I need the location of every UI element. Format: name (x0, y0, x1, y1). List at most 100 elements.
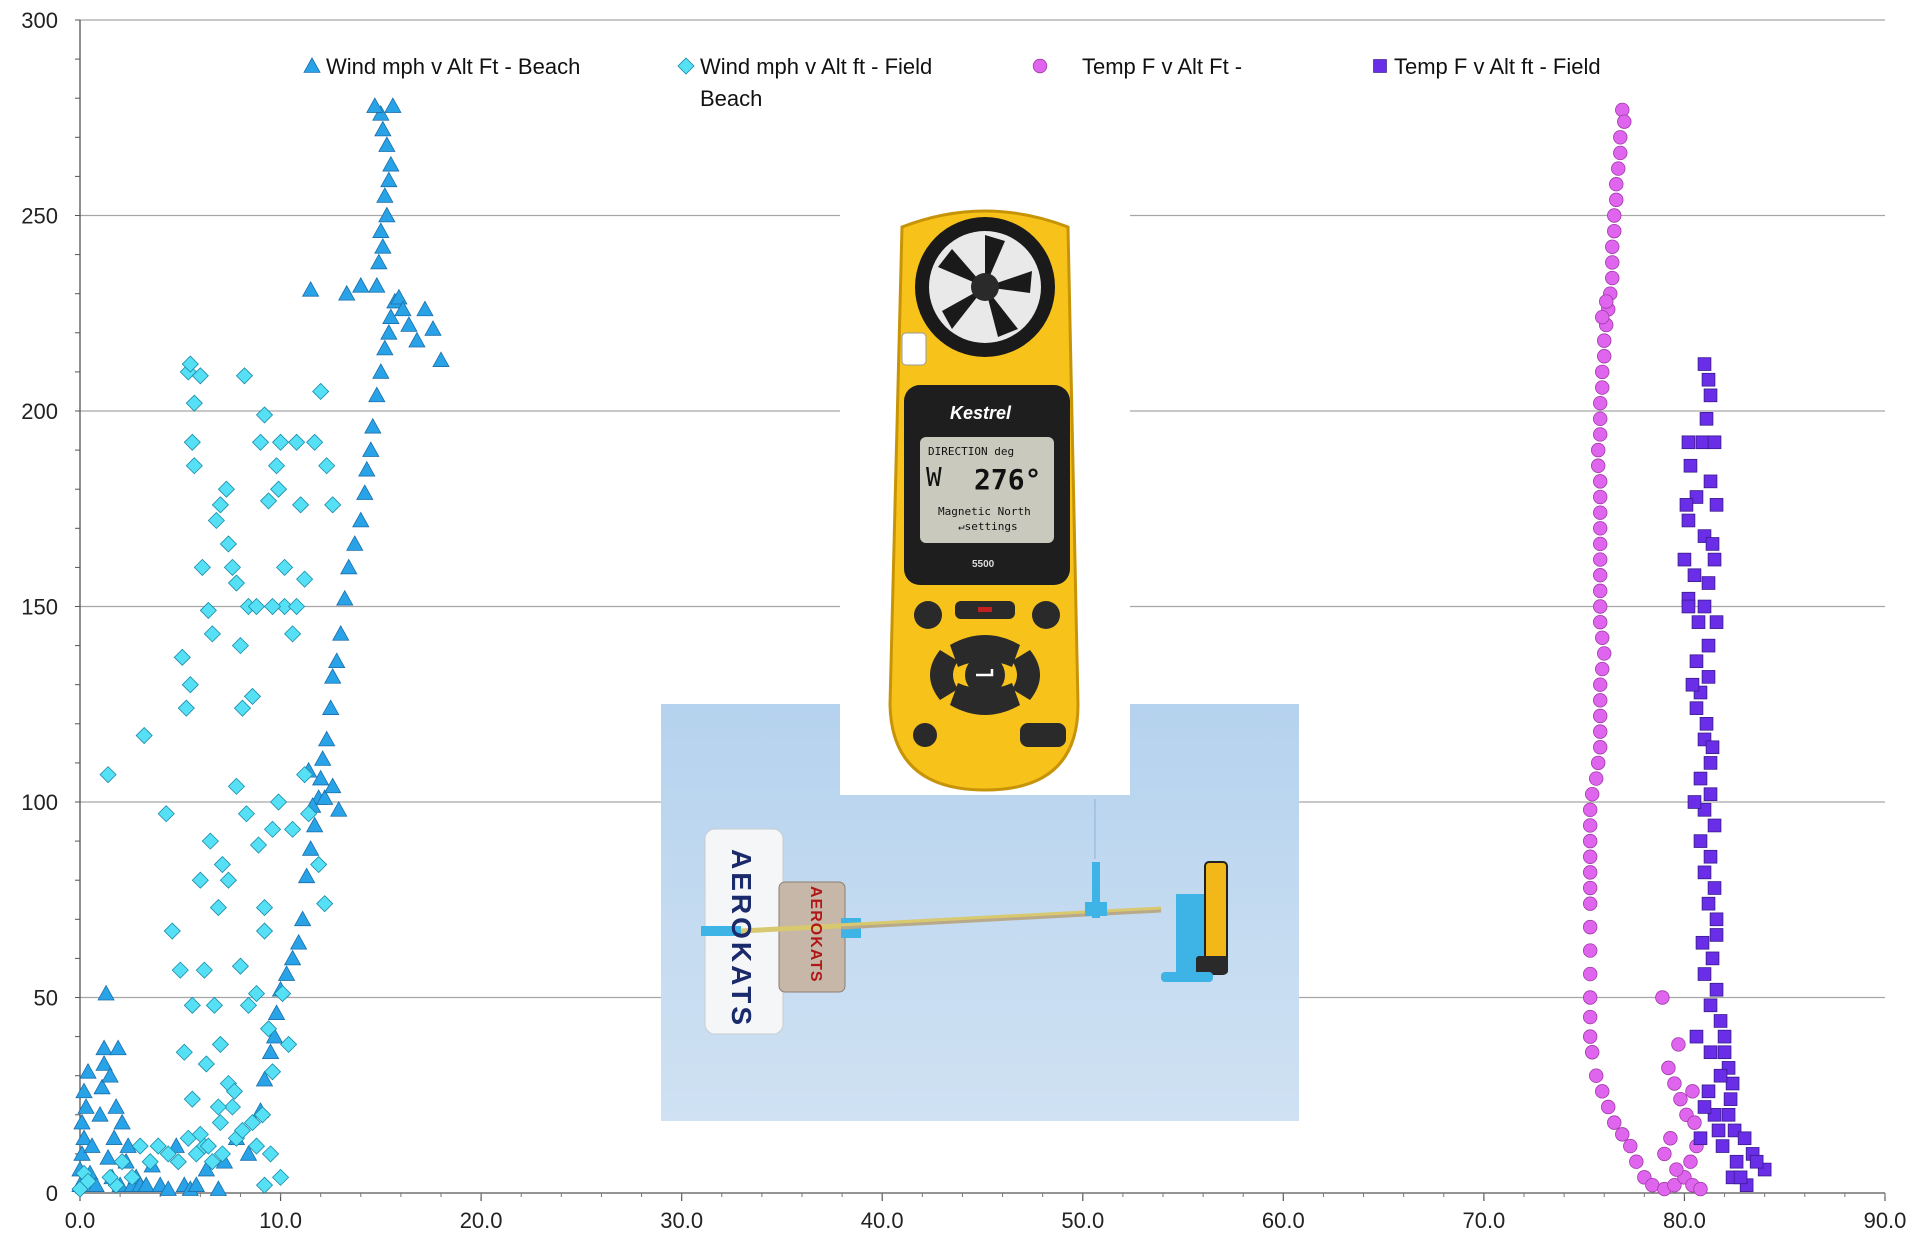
data-point (1705, 951, 1720, 966)
data-point (83, 1137, 101, 1153)
data-point (306, 433, 324, 451)
data-point (1689, 1029, 1704, 1044)
data-point (1582, 1009, 1598, 1025)
data-point (1615, 1127, 1630, 1142)
data-point (105, 1129, 123, 1146)
data-point (255, 1070, 274, 1087)
data-point (1593, 708, 1608, 724)
data-point (1713, 1068, 1728, 1083)
data-point (328, 652, 346, 669)
data-point (1701, 372, 1716, 387)
data-point (233, 699, 252, 717)
data-point (1582, 990, 1598, 1005)
kite-rig-illustration (701, 799, 1228, 1035)
data-point (195, 961, 213, 979)
meter-screen-line4: ↵settings (958, 520, 1018, 533)
data-point (1617, 114, 1632, 129)
data-point (336, 589, 354, 606)
data-point (1733, 1170, 1748, 1185)
data-point (1693, 834, 1708, 848)
data-point (1593, 521, 1608, 536)
y-tick-label: 300 (21, 8, 58, 33)
data-point (390, 288, 408, 305)
y-tick-label: 0 (46, 1181, 58, 1206)
data-point (263, 597, 282, 616)
data-point (305, 816, 324, 833)
data-point (1703, 849, 1718, 864)
data-point (301, 840, 320, 856)
data-point (432, 351, 450, 367)
data-point (1697, 803, 1712, 817)
data-point (237, 805, 256, 823)
data-point (251, 433, 270, 451)
data-point (159, 1145, 177, 1163)
data-point (310, 855, 328, 874)
x-tick-label: 0.0 (65, 1208, 96, 1233)
data-point (1582, 966, 1598, 982)
data-point (1597, 349, 1612, 364)
data-point (191, 1125, 209, 1143)
data-point (1607, 1115, 1622, 1130)
data-point (1697, 865, 1712, 880)
data-point (1593, 552, 1608, 567)
data-point (296, 766, 314, 784)
data-point (1723, 1092, 1738, 1106)
data-point (1582, 880, 1598, 896)
data-point (1721, 1108, 1736, 1122)
data-point (1697, 599, 1712, 614)
data-point (225, 1082, 243, 1100)
y-tick-label: 50 (34, 986, 58, 1011)
data-point (271, 433, 290, 451)
data-point (263, 820, 282, 838)
data-point (376, 339, 394, 356)
data-point (1683, 458, 1698, 473)
data-point (255, 1176, 274, 1194)
data-point (322, 699, 340, 715)
data-point (209, 899, 227, 917)
data-point (173, 648, 191, 666)
meter-screen-line1: DIRECTION deg (928, 445, 1015, 458)
meter-screen-line3: Magnetic North (938, 505, 1031, 518)
data-point (1593, 568, 1608, 583)
data-point (227, 777, 245, 795)
data-point (1667, 1177, 1682, 1193)
data-point (1703, 998, 1718, 1013)
series-triangle (71, 97, 450, 1196)
data-point (1591, 442, 1606, 458)
data-point (1609, 177, 1624, 192)
data-point (408, 331, 426, 348)
data-point (300, 805, 318, 823)
data-point (1681, 435, 1696, 450)
data-point (223, 558, 241, 576)
data-point (1685, 677, 1700, 692)
data-point (75, 1082, 93, 1099)
data-point (261, 1043, 280, 1060)
data-point (1699, 717, 1714, 731)
data-point (1727, 1123, 1742, 1138)
data-point (1663, 1131, 1678, 1146)
data-point (368, 277, 386, 293)
data-point (384, 97, 402, 113)
data-point (1667, 1076, 1682, 1091)
x-tick-label: 70.0 (1462, 1208, 1505, 1233)
data-point (1691, 615, 1706, 629)
data-point (217, 480, 235, 498)
data-point (197, 1055, 215, 1073)
data-point (259, 492, 278, 510)
data-point (215, 1152, 234, 1169)
data-point (1593, 489, 1608, 505)
data-point (284, 625, 302, 643)
data-point (1709, 615, 1724, 629)
legend-label: Temp F v Alt Ft - (1082, 54, 1242, 79)
data-point (288, 597, 306, 616)
data-point (1715, 1139, 1730, 1153)
data-point (318, 730, 336, 747)
data-point (324, 777, 342, 794)
data-point (183, 433, 201, 451)
data-point (175, 1043, 193, 1061)
data-point (263, 1063, 282, 1081)
data-point (1671, 1037, 1686, 1052)
data-point (374, 120, 392, 137)
data-point (378, 206, 396, 223)
data-point (93, 1078, 111, 1095)
